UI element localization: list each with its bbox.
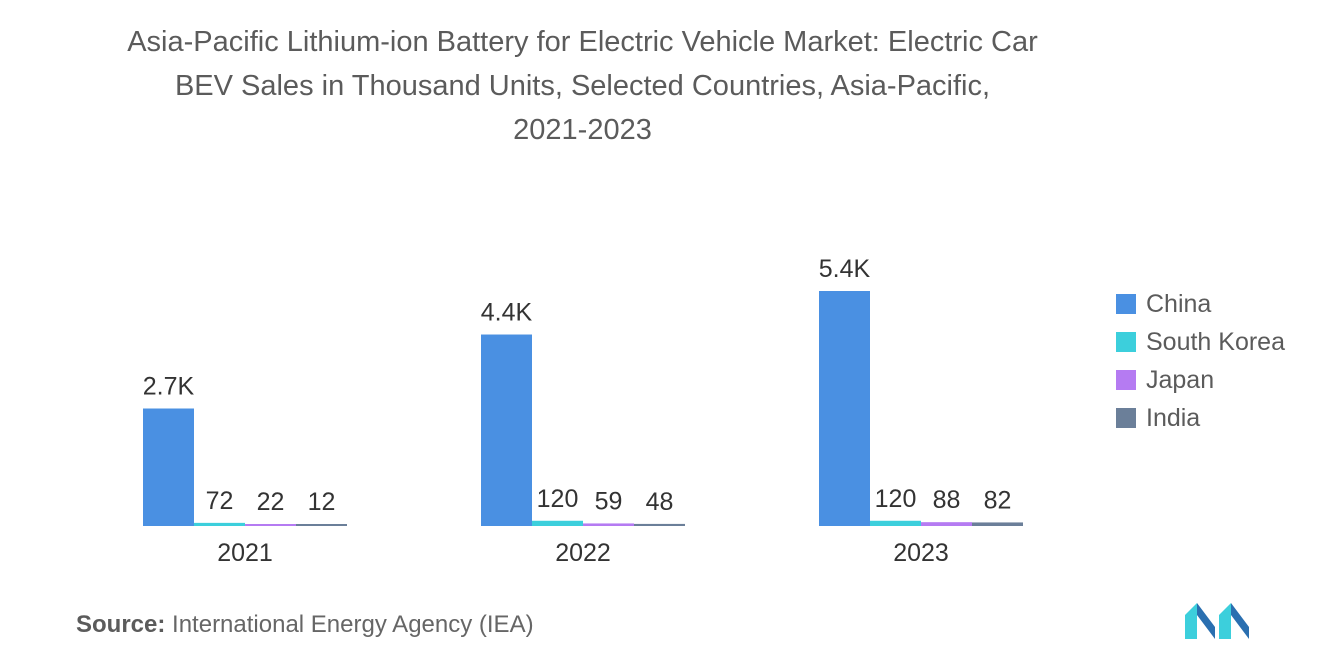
chart-title: Asia-Pacific Lithium-ion Battery for Ele… [60,20,1105,152]
data-label-south-korea-2022: 120 [537,485,579,513]
bar-japan-2023[interactable] [921,522,972,526]
legend-swatch-china [1116,294,1136,314]
bar-china-2021[interactable] [143,408,194,527]
legend-swatch-south-korea [1116,332,1136,352]
bar-china-2022[interactable] [481,334,532,526]
source-text: International Energy Agency (IEA) [172,611,534,638]
bar-india-2023[interactable] [972,522,1023,526]
data-label-japan-2021: 22 [257,488,285,516]
data-label-japan-2023: 88 [933,486,961,514]
legend-item-india[interactable]: India [1116,399,1285,437]
legend-label-japan: Japan [1146,365,1215,394]
bar-japan-2021[interactable] [245,524,296,526]
data-label-south-korea-2021: 72 [206,487,234,515]
legend-label-south-korea: South Korea [1146,327,1285,356]
data-label-south-korea-2023: 120 [875,485,917,513]
x-tick-label-2022: 2022 [555,539,611,567]
title-line-3: 2021-2023 [513,114,652,146]
title-line-1: Asia-Pacific Lithium-ion Battery for Ele… [127,26,1038,58]
source-note: Source: International Energy Agency (IEA… [76,611,534,639]
bar-india-2021[interactable] [296,524,347,526]
legend-label-india: India [1146,403,1201,432]
x-tick-label-2023: 2023 [893,539,949,567]
legend-item-china[interactable]: China [1116,285,1285,323]
source-label: Source: [76,611,166,638]
bar-chart: 2.7K 72 22 12 2021 4.4K 120 59 48 2022 5.4K 120 88 82… [143,255,1023,567]
legend-swatch-india [1116,408,1136,428]
bar-south-korea-2021[interactable] [194,522,245,526]
data-label-china-2023: 5.4K [819,255,871,283]
data-label-india-2021: 12 [308,488,336,516]
bar-japan-2022[interactable] [583,523,634,526]
bar-south-korea-2022[interactable] [532,520,583,526]
bar-china-2023[interactable] [819,291,870,526]
data-label-india-2023: 82 [984,486,1012,514]
legend-swatch-japan [1116,370,1136,390]
data-label-india-2022: 48 [646,488,674,516]
legend-item-japan[interactable]: Japan [1116,361,1285,399]
legend-item-south-korea[interactable]: South Korea [1116,323,1285,361]
data-label-china-2022: 4.4K [481,299,533,327]
title-line-2: BEV Sales in Thousand Units, Selected Co… [174,70,991,102]
data-label-china-2021: 2.7K [143,373,195,401]
legend: China South Korea Japan India [1116,285,1285,437]
data-label-japan-2022: 59 [595,487,623,515]
bar-india-2022[interactable] [634,523,685,526]
bar-south-korea-2023[interactable] [870,520,921,526]
x-tick-label-2021: 2021 [217,539,273,567]
mordor-intelligence-logo-icon [1185,603,1249,639]
legend-label-china: China [1146,289,1212,318]
